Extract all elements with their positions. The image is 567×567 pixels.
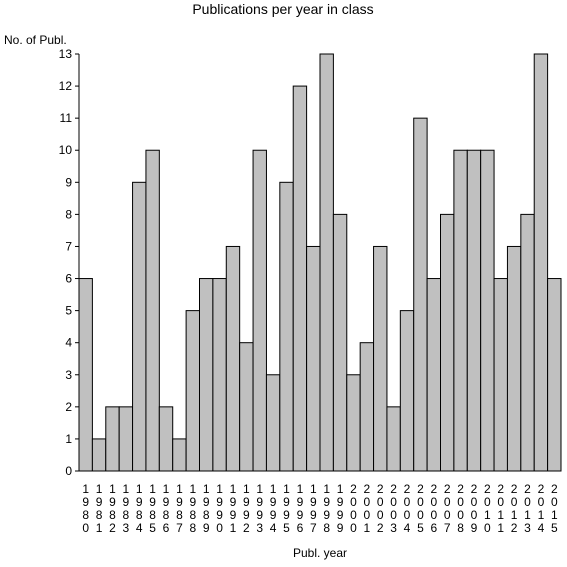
bar-2002 (373, 245, 388, 472)
y-tick-label-0: 0 (65, 464, 72, 478)
bar-1988 (185, 310, 201, 472)
bar-1984 (132, 181, 147, 472)
y-tick-label-4: 4 (65, 336, 72, 350)
bar-1983 (118, 406, 134, 472)
y-tick-label-2: 2 (65, 400, 72, 414)
x-axis-label: Publ. year (293, 546, 347, 560)
bar-1995 (279, 181, 294, 472)
bar-1991 (225, 245, 241, 472)
bar-1982 (105, 406, 120, 472)
bar-2012 (506, 245, 522, 472)
chart-title: Publications per year in class (192, 1, 373, 17)
bar-2010 (480, 149, 495, 472)
bar-2013 (520, 213, 535, 472)
y-axis-label: No. of Publ. (4, 33, 67, 47)
bar-1980 (78, 278, 93, 472)
bar-2009 (466, 149, 482, 472)
bar-1981 (91, 438, 107, 472)
y-tick-label-9: 9 (65, 175, 72, 189)
y-tick-label-13: 13 (59, 47, 73, 61)
bar-2011 (493, 278, 508, 472)
bar-2005 (413, 117, 428, 472)
bar-2006 (426, 278, 441, 472)
bars-group (78, 53, 562, 472)
y-tick-label-3: 3 (65, 368, 72, 382)
y-tick-label-11: 11 (60, 111, 73, 125)
bar-2008 (453, 149, 468, 472)
bar-1999 (332, 213, 348, 472)
bar-2015 (547, 278, 562, 472)
bar-1992 (239, 342, 254, 472)
bar-1987 (172, 438, 187, 472)
bar-1986 (158, 406, 174, 472)
y-tick-label-7: 7 (65, 239, 72, 253)
y-tick-label-6: 6 (65, 272, 72, 286)
bar-2000 (346, 374, 361, 472)
bar-1990 (212, 278, 227, 472)
y-tick-label-10: 10 (59, 143, 73, 157)
y-tick-label-5: 5 (65, 304, 72, 318)
bar-1996 (292, 85, 308, 472)
bar-2014 (533, 53, 549, 472)
bar-1989 (199, 278, 214, 472)
y-tick-label-12: 12 (59, 79, 73, 93)
bar-2007 (440, 213, 455, 472)
bar-2003 (386, 406, 401, 472)
y-tick-label-1: 1 (65, 432, 72, 446)
bar-2004 (399, 310, 415, 472)
bar-1997 (306, 245, 321, 472)
bar-1985 (145, 149, 160, 472)
bar-1994 (265, 374, 281, 472)
x-tick-labels: 1 9 8 0 1 9 8 1 1 9 8 2 1 9 8 3 1 9 8 4 1 9 8 5 1 9 8 6 1 9 8 7 1 9 8 8 1 9 8 9… (82, 482, 558, 535)
bar-2001 (359, 342, 375, 472)
y-tick-label-8: 8 (65, 207, 72, 221)
bar-1998 (319, 53, 334, 472)
bar-1993 (252, 149, 267, 472)
